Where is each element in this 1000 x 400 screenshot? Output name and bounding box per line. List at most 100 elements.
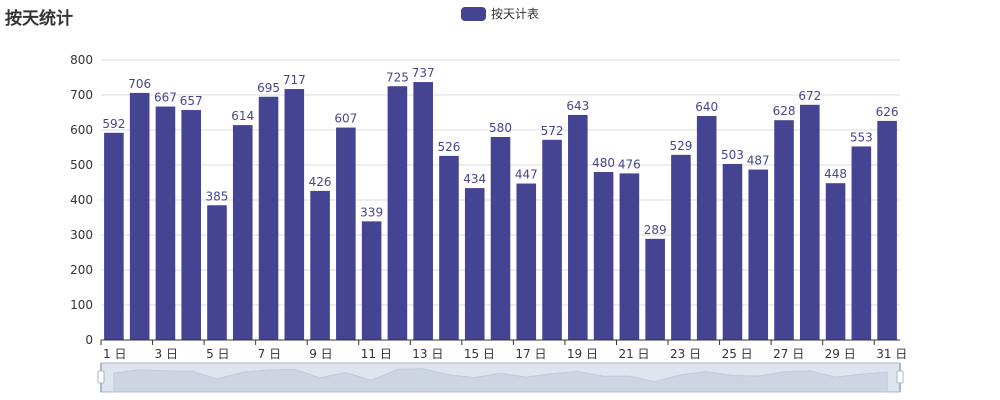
bar-value-label: 580 — [489, 121, 512, 135]
bar[interactable] — [336, 127, 356, 340]
bar-value-label: 695 — [257, 81, 280, 95]
x-tick-label: 5 日 — [206, 347, 229, 361]
x-tick-label: 15 日 — [464, 347, 495, 361]
bar[interactable] — [258, 96, 279, 340]
zoom-handle-right-icon[interactable] — [896, 363, 904, 392]
bar[interactable] — [774, 120, 794, 340]
bar[interactable] — [851, 146, 872, 340]
bar-value-label: 672 — [798, 89, 821, 103]
zoom-data-shadow — [113, 368, 888, 393]
bar[interactable] — [542, 139, 562, 340]
y-tick-label: 600 — [70, 123, 93, 137]
bar-value-label: 628 — [773, 104, 796, 118]
bar[interactable] — [413, 82, 433, 341]
bar-value-label: 526 — [437, 140, 460, 154]
x-tick-label: 17 日 — [515, 347, 546, 361]
bar-value-label: 448 — [824, 167, 847, 181]
bar[interactable] — [464, 188, 485, 340]
x-tick-label: 9 日 — [309, 347, 332, 361]
bar-value-label: 289 — [644, 223, 667, 237]
legend-label: 按天计表 — [491, 7, 540, 21]
bar-value-label: 592 — [102, 117, 125, 131]
y-tick-label: 400 — [70, 193, 93, 207]
bar-value-label: 607 — [334, 112, 357, 126]
bar[interactable] — [516, 183, 537, 340]
bar[interactable] — [490, 137, 511, 340]
bar-value-label: 529 — [669, 139, 692, 153]
bar-value-label: 640 — [695, 100, 718, 114]
bar-value-label: 434 — [463, 172, 486, 186]
y-tick-label: 700 — [70, 88, 93, 102]
bar-value-label: 447 — [515, 168, 538, 182]
bar[interactable] — [619, 173, 640, 340]
bar[interactable] — [593, 172, 614, 340]
zoom-handle-grip[interactable] — [896, 370, 904, 384]
chart-title: 按天统计 — [5, 9, 73, 29]
bar[interactable] — [568, 114, 588, 340]
bar-value-label: 476 — [618, 157, 641, 171]
bar[interactable] — [181, 110, 202, 340]
legend-swatch-icon — [461, 6, 486, 21]
bar-value-label: 553 — [850, 130, 873, 144]
bar-value-label: 725 — [386, 70, 409, 84]
bar[interactable] — [877, 120, 897, 341]
bar-value-label: 717 — [283, 73, 306, 87]
bar[interactable] — [439, 155, 459, 340]
bar-value-label: 487 — [747, 154, 770, 168]
bar-value-label: 426 — [309, 175, 332, 189]
x-tick-label: 1 日 — [103, 347, 126, 361]
bar[interactable] — [671, 154, 691, 340]
x-tick-label: 31 日 — [876, 347, 907, 361]
bars — [104, 82, 897, 341]
bar-value-label: 480 — [592, 156, 615, 170]
x-tick-label: 23 日 — [670, 347, 701, 361]
bar-value-label: 667 — [154, 91, 177, 105]
x-tick-label: 13 日 — [412, 347, 443, 361]
bar[interactable] — [104, 132, 124, 340]
bar-value-label: 572 — [541, 124, 564, 138]
bar-value-label: 339 — [360, 205, 383, 219]
bar[interactable] — [361, 221, 382, 340]
bar-value-label: 643 — [566, 99, 589, 113]
y-tick-label: 100 — [70, 298, 93, 312]
y-tick-label: 0 — [85, 333, 93, 347]
x-tick-label: 3 日 — [155, 347, 178, 361]
x-tick-label: 25 日 — [722, 347, 753, 361]
x-axis: 1 日 3 日 5 日 7 日 9 日 11 日 13 日 15 日 17 日 19 日 21 日 2… — [100, 339, 907, 361]
y-tick-label: 200 — [70, 263, 93, 277]
bar[interactable] — [155, 106, 176, 340]
x-tick-label: 11 日 — [361, 347, 392, 361]
x-tick-label: 27 日 — [773, 347, 804, 361]
bar[interactable] — [284, 89, 305, 340]
bar-value-label: 706 — [128, 77, 151, 91]
bar[interactable] — [310, 190, 330, 340]
bar[interactable] — [645, 238, 665, 340]
bar[interactable] — [129, 92, 150, 341]
bar-value-label: 503 — [721, 148, 744, 162]
x-tick-label: 29 日 — [825, 347, 856, 361]
bar[interactable] — [799, 104, 820, 340]
bar[interactable] — [722, 163, 743, 340]
y-tick-label: 500 — [70, 158, 93, 172]
bar[interactable] — [387, 86, 408, 340]
y-axis: 0 100 200 300 400 500 600 700 800 — [70, 53, 93, 347]
bar-value-label: 626 — [876, 105, 899, 119]
x-tick-label: 7 日 — [258, 347, 281, 361]
y-tick-label: 800 — [70, 53, 93, 67]
zoom-handle-left-icon[interactable] — [97, 363, 105, 392]
bar[interactable] — [232, 125, 253, 340]
bar-value-label: 614 — [231, 109, 254, 123]
bar[interactable] — [207, 205, 227, 340]
bar-value-label: 737 — [412, 66, 435, 80]
bar-value-label: 385 — [206, 189, 229, 203]
data-zoom-slider[interactable] — [97, 362, 904, 393]
y-tick-label: 300 — [70, 228, 93, 242]
bar[interactable] — [825, 183, 846, 340]
zoom-handle-grip[interactable] — [97, 370, 105, 384]
bar-value-label: 657 — [180, 94, 203, 108]
legend-item[interactable]: 按天计表 — [461, 5, 539, 22]
bar[interactable] — [748, 169, 769, 340]
bar[interactable] — [696, 116, 717, 340]
